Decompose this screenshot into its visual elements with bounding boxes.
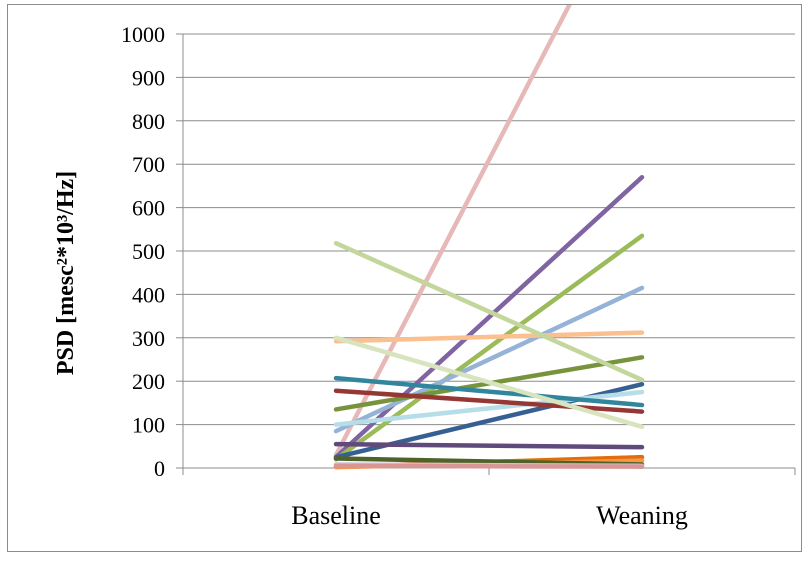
series-line-9 (333, 389, 645, 427)
y-tick-label: 600 (132, 196, 165, 221)
series-lines (333, 5, 645, 470)
x-category-labels: Baseline Weaning (291, 501, 688, 530)
y-tick-labels: 0 100 200 300 400 500 600 700 800 900 1000 (121, 22, 165, 481)
series-line-11 (333, 388, 645, 414)
y-tick-label: 700 (132, 152, 165, 177)
y-tick-label: 1000 (121, 22, 165, 47)
y-tick-label: 500 (132, 239, 165, 264)
line-chart: 0 100 200 300 400 500 600 700 800 900 1000 Baselin… (53, 5, 796, 530)
series-line-12 (333, 335, 645, 430)
y-tick-label: 100 (132, 413, 165, 438)
series-line-18 (333, 463, 645, 469)
series-line-3 (333, 233, 645, 462)
series-line-1 (333, 5, 572, 458)
x-category-label: Weaning (596, 501, 688, 530)
series-line-5 (333, 330, 645, 344)
x-category-label: Baseline (291, 501, 381, 530)
y-tick-label: 900 (132, 65, 165, 90)
series-line-13 (333, 441, 645, 450)
chart-frame: 0 100 200 300 400 500 600 700 800 900 1000 Baselin… (7, 4, 802, 552)
series-line-10 (333, 375, 645, 408)
series-line-7 (333, 240, 645, 383)
y-tick-label: 300 (132, 326, 165, 351)
y-tick-label: 200 (132, 369, 165, 394)
series-line-4 (333, 285, 645, 434)
y-axis-label: PSD [mesc²*10³/Hz] (53, 171, 79, 375)
y-tick-label: 0 (154, 456, 165, 481)
series-line-2 (333, 174, 645, 460)
y-tick-label: 400 (132, 282, 165, 307)
y-tick-label: 800 (132, 109, 165, 134)
